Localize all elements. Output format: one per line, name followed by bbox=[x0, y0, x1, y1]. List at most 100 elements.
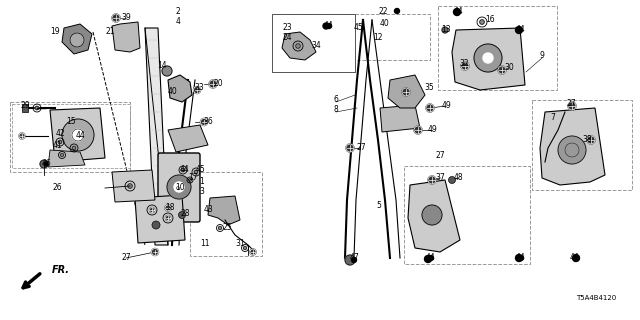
Circle shape bbox=[112, 14, 120, 22]
Polygon shape bbox=[135, 195, 185, 243]
Circle shape bbox=[461, 62, 469, 70]
Circle shape bbox=[480, 20, 484, 24]
Circle shape bbox=[414, 126, 422, 134]
Text: 44: 44 bbox=[425, 253, 435, 262]
Circle shape bbox=[35, 106, 39, 110]
Polygon shape bbox=[388, 75, 425, 108]
Text: 16: 16 bbox=[485, 15, 495, 25]
Polygon shape bbox=[380, 105, 420, 132]
Text: T5A4B4120: T5A4B4120 bbox=[576, 295, 616, 301]
Text: 15: 15 bbox=[66, 117, 76, 126]
Text: 49: 49 bbox=[427, 125, 437, 134]
Polygon shape bbox=[145, 28, 168, 245]
Polygon shape bbox=[452, 28, 525, 90]
Text: 8: 8 bbox=[333, 106, 339, 115]
Text: 45: 45 bbox=[195, 165, 205, 174]
Circle shape bbox=[166, 215, 170, 220]
Polygon shape bbox=[408, 180, 460, 252]
Circle shape bbox=[243, 246, 246, 250]
Text: 11: 11 bbox=[200, 239, 210, 249]
Circle shape bbox=[152, 249, 159, 255]
Bar bbox=[532, 100, 632, 190]
Text: 38: 38 bbox=[582, 135, 592, 145]
Text: 17: 17 bbox=[188, 173, 198, 182]
Polygon shape bbox=[168, 75, 192, 102]
Text: 44: 44 bbox=[75, 131, 85, 140]
Text: 19: 19 bbox=[50, 28, 60, 36]
Circle shape bbox=[162, 66, 172, 76]
Circle shape bbox=[179, 212, 185, 218]
Text: 39: 39 bbox=[121, 13, 131, 22]
Text: 42: 42 bbox=[55, 129, 65, 138]
Circle shape bbox=[177, 187, 179, 189]
Polygon shape bbox=[112, 22, 140, 52]
Text: 4: 4 bbox=[175, 18, 180, 27]
Text: 30: 30 bbox=[504, 63, 514, 73]
Text: 21: 21 bbox=[105, 28, 115, 36]
Text: 34: 34 bbox=[311, 42, 321, 51]
Text: 18: 18 bbox=[165, 203, 175, 212]
Text: 47: 47 bbox=[349, 253, 359, 262]
Circle shape bbox=[165, 205, 171, 211]
Text: 40: 40 bbox=[379, 20, 389, 28]
Bar bbox=[190, 172, 262, 256]
Circle shape bbox=[70, 33, 84, 47]
Text: 7: 7 bbox=[550, 114, 556, 123]
Text: 41: 41 bbox=[52, 140, 62, 149]
Text: 2: 2 bbox=[175, 7, 180, 17]
Circle shape bbox=[60, 153, 63, 156]
Circle shape bbox=[150, 207, 154, 212]
Text: 45: 45 bbox=[354, 23, 364, 33]
Text: 44: 44 bbox=[570, 253, 580, 262]
Circle shape bbox=[573, 254, 579, 261]
Text: 43: 43 bbox=[203, 205, 213, 214]
Text: 44: 44 bbox=[515, 26, 525, 35]
Circle shape bbox=[428, 176, 436, 184]
Circle shape bbox=[516, 28, 522, 33]
Circle shape bbox=[454, 9, 461, 15]
Text: 33: 33 bbox=[194, 84, 204, 92]
Text: 26: 26 bbox=[52, 183, 62, 193]
Circle shape bbox=[193, 86, 200, 93]
Circle shape bbox=[394, 9, 399, 13]
Polygon shape bbox=[48, 150, 85, 167]
Circle shape bbox=[181, 168, 185, 172]
Text: 44: 44 bbox=[516, 253, 526, 262]
Circle shape bbox=[58, 140, 62, 144]
Circle shape bbox=[346, 144, 354, 152]
Circle shape bbox=[515, 27, 522, 34]
Circle shape bbox=[424, 255, 431, 262]
Circle shape bbox=[568, 102, 576, 110]
Text: 14: 14 bbox=[157, 61, 167, 70]
Circle shape bbox=[166, 216, 170, 220]
Text: 27: 27 bbox=[566, 100, 576, 108]
Text: 1: 1 bbox=[200, 178, 204, 187]
Text: 29: 29 bbox=[20, 100, 30, 109]
Text: 31: 31 bbox=[235, 238, 245, 247]
Circle shape bbox=[174, 182, 184, 192]
Circle shape bbox=[454, 10, 460, 14]
Text: 13: 13 bbox=[441, 26, 451, 35]
Circle shape bbox=[326, 23, 332, 28]
Text: 37: 37 bbox=[435, 173, 445, 182]
Circle shape bbox=[209, 80, 217, 88]
Circle shape bbox=[442, 27, 448, 33]
Circle shape bbox=[474, 44, 502, 72]
Circle shape bbox=[449, 177, 455, 183]
Text: 46: 46 bbox=[41, 159, 51, 169]
Circle shape bbox=[573, 255, 579, 260]
Circle shape bbox=[483, 53, 493, 63]
Circle shape bbox=[189, 179, 191, 181]
Text: 44: 44 bbox=[323, 21, 333, 30]
Polygon shape bbox=[112, 170, 155, 202]
Circle shape bbox=[402, 88, 410, 96]
Text: 10: 10 bbox=[175, 182, 185, 191]
Circle shape bbox=[194, 170, 198, 174]
Circle shape bbox=[429, 255, 433, 260]
Circle shape bbox=[72, 146, 76, 150]
Circle shape bbox=[296, 44, 300, 48]
Circle shape bbox=[19, 133, 25, 139]
Circle shape bbox=[152, 221, 159, 228]
Text: 23: 23 bbox=[282, 23, 292, 33]
Circle shape bbox=[351, 258, 356, 262]
